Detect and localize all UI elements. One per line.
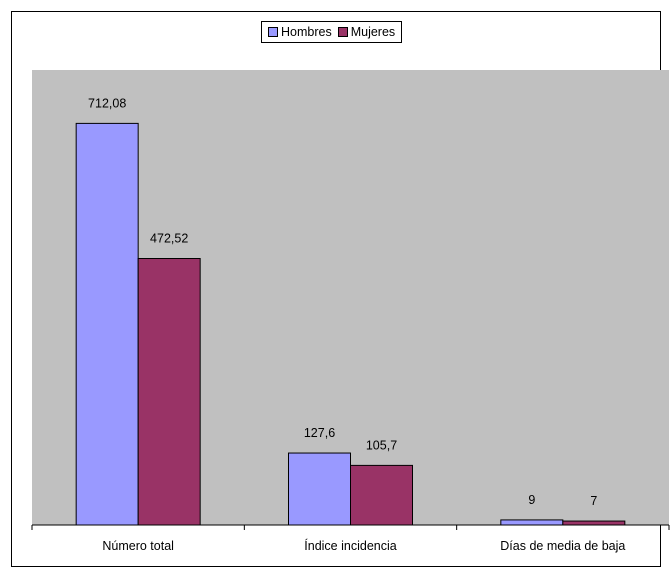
legend-label-mujeres: Mujeres [350,25,396,39]
data-labels: 712,08 472,52 127,6 105,7 9 7 [88,96,597,508]
bar-hombres-1 [288,452,351,526]
legend-item-hombres: Hombres [268,25,332,39]
bar-mujeres-2 [562,520,626,526]
bar-mujeres-0 [137,257,201,526]
bar-mujeres-1 [350,464,413,526]
bar-hombres-0 [75,122,139,526]
x-tick-label-2: Días de media de baja [500,539,625,553]
legend-swatch-hombres [268,27,278,37]
data-label-hombres-0: 712,08 [88,96,126,110]
data-label-mujeres-1: 105,7 [366,438,397,452]
data-label-mujeres-2: 7 [590,494,597,508]
data-label-hombres-2: 9 [528,493,535,507]
data-label-hombres-1: 127,6 [304,426,335,440]
x-tick-label-1: Índice incidencia [304,538,396,553]
legend-item-mujeres: Mujeres [337,25,396,39]
legend-label-hombres: Hombres [281,25,332,39]
bar-hombres-2 [500,519,564,526]
x-axis-tick-labels: Número total Índice incidencia Días de med… [102,538,625,553]
bars-layer [75,122,626,526]
x-tick-label-0: Número total [102,539,174,553]
data-label-mujeres-0: 472,52 [150,231,188,245]
legend-swatch-mujeres [337,27,348,37]
legend: Hombres Mujeres [261,21,403,43]
x-axis-ticks [31,525,670,530]
